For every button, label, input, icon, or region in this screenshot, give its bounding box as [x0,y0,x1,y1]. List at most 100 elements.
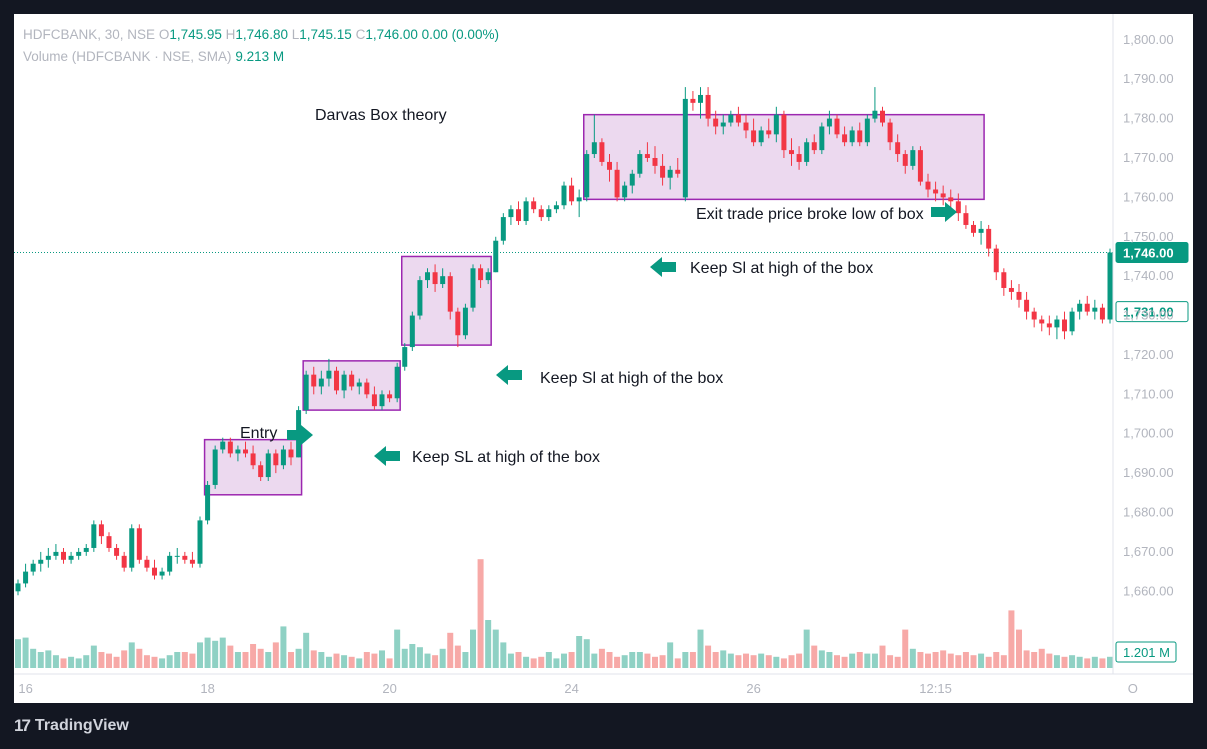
candle-body [152,567,157,576]
volume-bar [1023,650,1030,668]
candle-body [212,449,218,485]
candle-body [1024,299,1030,312]
candle-body [880,110,885,123]
price-axis[interactable]: 1,800.00 1,790.00 1,780.00 1,770.00 1,760.00… [14,14,1193,675]
candle-body [136,528,142,560]
time-axis[interactable]: 16 18 20 24 26 12:15 O [18,681,1137,696]
candle-body [326,370,332,379]
volume-bar [242,652,249,668]
volume-bar [136,648,143,668]
time-tick-label: O [1128,681,1138,696]
volume-bar [90,645,97,668]
volume-bar [60,658,67,668]
candle-body [53,551,59,556]
volume-bar [811,645,818,668]
volume-bar [234,652,241,668]
candle-body [318,378,324,387]
candle-body [576,197,582,202]
volume-row: Volume (HDFCBANK · NSE, SMA) 9.213 M [23,46,499,68]
volume-bar [1091,656,1098,668]
volume-bar [887,655,894,668]
candle-body [1054,319,1060,328]
volume-bar [568,652,575,668]
volume-bar [667,642,674,668]
volume-bar [68,656,75,668]
candle-body [652,157,658,166]
candle-body [1039,319,1045,324]
volume-bar [462,652,469,668]
candle-body [91,524,97,548]
volume-bar [841,656,848,668]
candle-body [933,189,939,194]
volume-bar [166,655,173,668]
volume-bar [106,653,112,668]
candle-body [766,130,772,135]
volume-bar [333,653,340,668]
candle-body [425,272,430,281]
candle-body [591,142,597,155]
volume-bar [530,658,537,668]
volume-bar [30,648,37,668]
volume-bar [447,632,454,668]
volume-bar [1000,655,1007,668]
volume-bar [932,652,939,668]
last-price-tag: 1,746.00 [1123,246,1174,261]
volume-bar [318,652,325,668]
price-chart[interactable]: Darvas Box theory Entry Keep SL at high of… [14,14,1193,703]
candle-body [667,169,673,178]
volume-label[interactable]: Volume (HDFCBANK · NSE, SMA) [23,49,232,64]
chart-frame[interactable]: Darvas Box theory Entry Keep SL at high of… [14,14,1193,703]
candle-body [614,169,620,198]
candle-body [993,248,999,273]
volume-bar [348,656,355,668]
volume-bar [879,645,886,668]
candle-body [493,240,499,273]
candle-body [288,449,294,458]
volume-bar [917,652,924,668]
candle-body [45,555,51,560]
price-tick-label: 1,710.00 [1123,386,1174,401]
volume-bar [121,650,128,668]
candle-body [955,201,961,214]
volume-bar [470,629,476,668]
entry-arrow-icon [287,425,313,445]
candle-body [478,268,484,281]
volume-bar [227,645,234,668]
volume-bar [386,658,393,668]
candle-body [660,165,666,178]
volume-bar [947,653,954,668]
volume-bar [341,655,348,668]
time-tick-label: 26 [746,681,760,696]
volume-bar [834,655,840,668]
volume-bar [22,637,29,668]
candle-body [417,280,423,316]
tradingview-logo-icon[interactable]: 17 [14,716,31,735]
brand-name[interactable]: TradingView [34,717,129,734]
candle-body [1069,311,1075,332]
volume-bar [727,653,734,668]
sl1-arrow-icon [374,446,400,466]
candle-body [402,347,408,367]
sl1-label: Keep SL at high of the box [412,449,600,466]
volume-bar [515,652,522,668]
candle-body [751,130,757,143]
candle-body [698,94,703,103]
volume-bar [1076,656,1083,668]
candle-body [129,528,135,568]
volume-bar [1038,648,1045,668]
volume-bar [204,637,211,668]
volume-bar [303,632,310,668]
candle-body [227,441,233,454]
volume-bar [45,650,52,668]
symbol-label[interactable]: HDFCBANK, 30, NSE [23,27,156,42]
volume-bar [970,655,977,668]
entry-label: Entry [240,425,277,442]
time-tick-label: 20 [382,681,396,696]
volume-bar [379,650,385,668]
volume-bar [682,652,689,668]
candle-body [857,130,863,143]
candle-body [1062,319,1067,332]
candle-body [675,169,681,174]
candle-body [61,551,66,560]
volume-bar [545,652,552,668]
